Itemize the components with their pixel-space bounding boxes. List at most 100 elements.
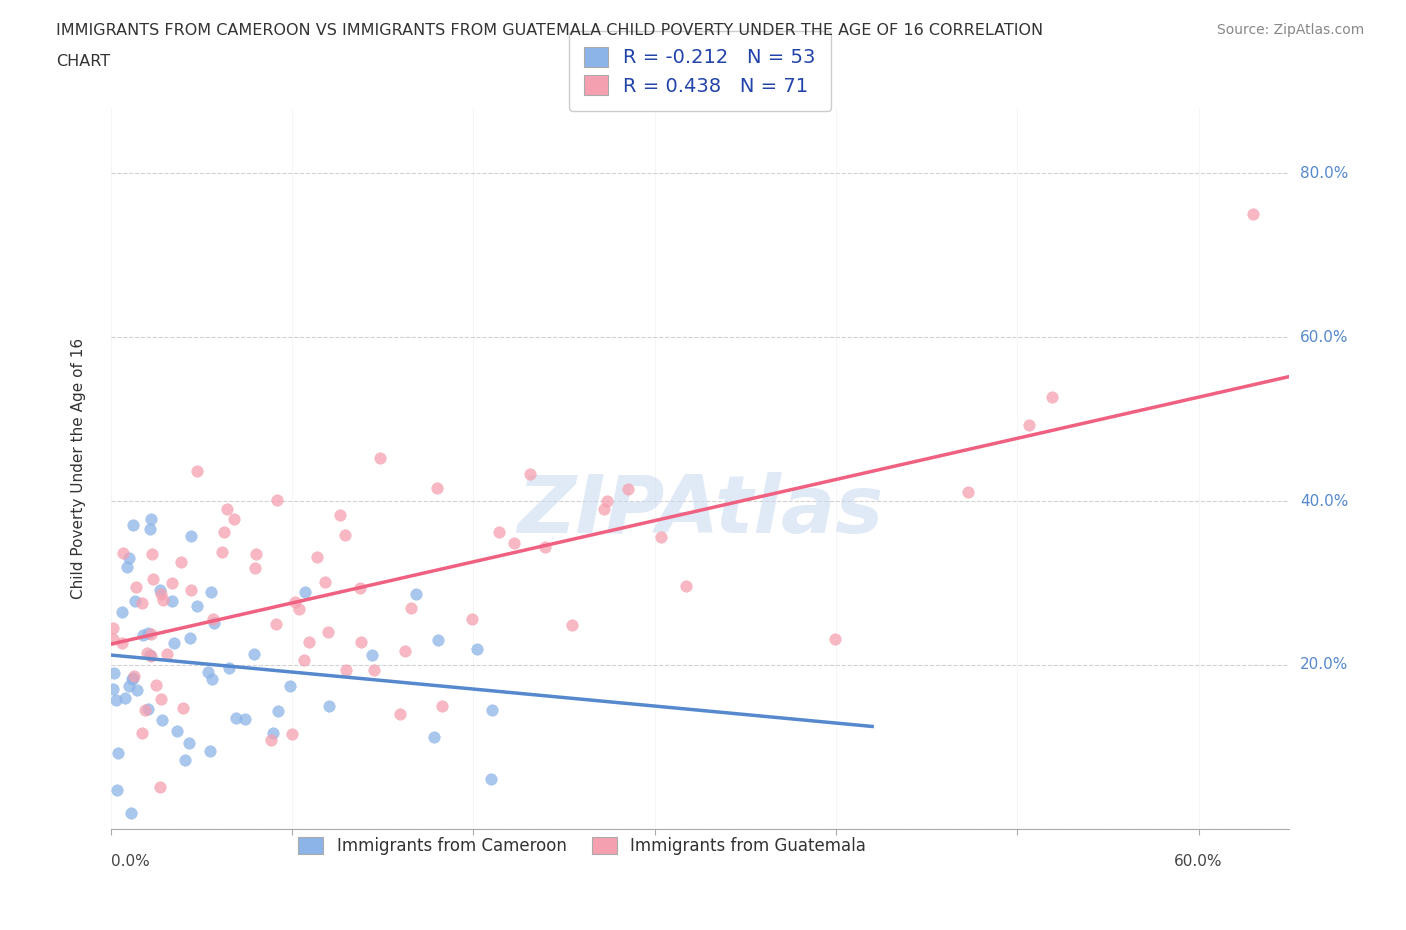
Point [125,683,148,698]
Point [118,678,141,693]
Point [488,525,510,539]
Legend: Immigrants from Cameroon, Immigrants from Guatemala: Immigrants from Cameroon, Immigrants fro… [290,829,875,863]
Point [131,596,153,611]
Point [824,631,846,646]
Point [114,691,136,706]
Text: 80.0%: 80.0% [1301,166,1348,181]
Point [245,561,267,576]
Point [124,594,146,609]
Point [121,671,143,685]
Point [292,653,315,668]
Point [136,626,159,641]
Point [502,536,524,551]
Point [432,699,454,714]
Point [112,545,135,560]
Point [115,560,138,575]
Text: IMMIGRANTS FROM CAMEROON VS IMMIGRANTS FROM GUATEMALA CHILD POVERTY UNDER THE AG: IMMIGRANTS FROM CAMEROON VS IMMIGRANTS F… [56,23,1043,38]
Point [149,779,172,794]
Point [318,698,340,713]
Point [519,466,541,481]
Text: 20.0%: 20.0% [1301,658,1348,672]
Point [179,631,201,645]
Point [389,707,412,722]
Point [593,501,616,516]
Y-axis label: Child Poverty Under the Age of 16: Child Poverty Under the Age of 16 [72,338,86,599]
Point [1018,418,1040,432]
Point [266,493,288,508]
Point [136,646,159,661]
Point [260,733,283,748]
Point [134,702,156,717]
Point [111,604,134,619]
Point [405,587,427,602]
Point [465,642,488,657]
Point [307,550,329,565]
Point [186,599,208,614]
Point [125,579,148,594]
Point [218,660,240,675]
Point [120,806,142,821]
Text: 40.0%: 40.0% [1301,494,1348,509]
Point [280,727,302,742]
Point [202,615,225,630]
Point [423,729,446,744]
Point [180,582,202,597]
Point [141,512,163,526]
Point [1241,207,1264,222]
Point [122,669,145,684]
Point [149,582,172,597]
Point [284,595,307,610]
Point [350,634,373,649]
Point [103,620,125,635]
Point [360,647,382,662]
Point [335,528,357,543]
Point [561,618,583,632]
Point [186,464,208,479]
Text: 60.0%: 60.0% [1301,330,1348,345]
Point [262,725,284,740]
Point [298,635,321,650]
Point [278,678,301,693]
Point [141,547,163,562]
Point [368,451,391,466]
Point [426,481,449,496]
Point [201,671,224,686]
Point [399,600,422,615]
Point [225,711,247,725]
Point [197,665,219,680]
Point [172,701,194,716]
Point [142,572,165,587]
Point [314,575,336,590]
Point [288,602,311,617]
Point [222,512,245,526]
Point [1040,389,1063,404]
Point [245,547,267,562]
Point [166,724,188,738]
Point [132,628,155,643]
Text: ZIPAtlas: ZIPAtlas [517,472,883,551]
Point [170,554,193,569]
Point [103,666,125,681]
Point [267,703,290,718]
Point [264,617,287,631]
Point [101,682,124,697]
Point [461,611,484,626]
Point [163,635,186,650]
Point [104,693,127,708]
Point [328,508,350,523]
Text: CHART: CHART [56,54,110,69]
Point [110,636,132,651]
Point [349,580,371,595]
Point [200,584,222,599]
Point [150,712,173,727]
Point [152,592,174,607]
Point [294,585,316,600]
Point [957,485,980,499]
Point [427,632,450,647]
Point [215,501,238,516]
Text: 60.0%: 60.0% [1174,854,1223,869]
Point [160,576,183,591]
Point [363,662,385,677]
Point [160,594,183,609]
Point [316,625,339,640]
